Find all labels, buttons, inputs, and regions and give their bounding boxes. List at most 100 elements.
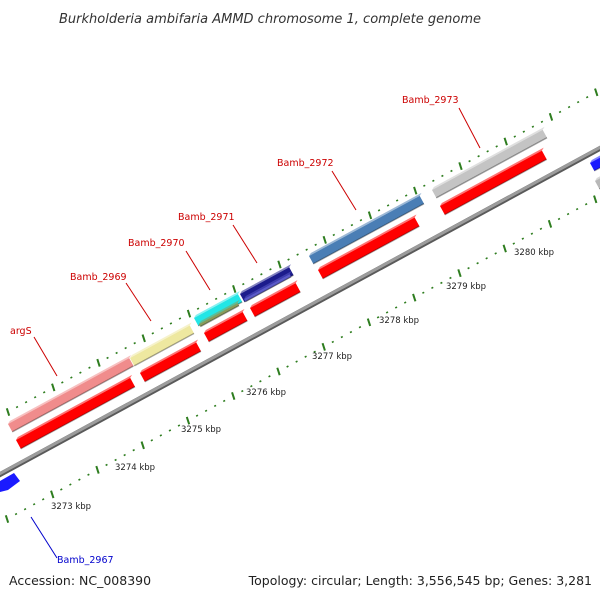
tick-mark (547, 219, 553, 228)
tick-mark (269, 268, 272, 271)
bar-top (440, 147, 544, 206)
bar-face (309, 195, 425, 264)
tick-mark (178, 317, 182, 320)
tick-mark (477, 155, 480, 158)
tick-mark (540, 120, 544, 123)
tick-mark (557, 217, 561, 221)
tick-mark (305, 248, 308, 251)
bar-top (309, 192, 422, 256)
tick-mark (95, 465, 100, 474)
tick-mark (41, 498, 45, 501)
gene-label-bamb-2972[interactable]: Bamb_2972 (277, 158, 334, 169)
gene-label-bamb-2969[interactable]: Bamb_2969 (70, 272, 127, 283)
scale-label: 3279 kbp (446, 282, 486, 292)
tick-mark (132, 448, 135, 452)
leader-line (33, 336, 58, 377)
tick-mark (168, 429, 172, 432)
bar-face (194, 294, 243, 326)
tick-mark (313, 350, 316, 353)
tick-mark (78, 478, 81, 481)
tick-mark (432, 179, 435, 183)
gene-track (8, 126, 600, 433)
tick-mark (96, 358, 101, 367)
tick-mark (377, 209, 381, 212)
gene-label-bamb-2967[interactable]: Bamb_2967 (57, 555, 114, 566)
tick-mark (468, 159, 471, 163)
gene-labels: argS Bamb_2969 Bamb_2970 Bamb_2971 Bamb_… (10, 95, 481, 566)
tick-mark (486, 150, 489, 153)
tick-mark (575, 207, 579, 211)
tick-mark (159, 434, 163, 437)
tick-mark (50, 490, 55, 499)
tick-mark (314, 243, 317, 246)
tick-mark (576, 100, 580, 104)
bar-top (240, 264, 292, 294)
tick-mark (69, 483, 72, 486)
gene-label-bamb-2973[interactable]: Bamb_2973 (402, 95, 459, 106)
tick-mark (276, 367, 281, 376)
tick-mark (422, 291, 425, 294)
tick-mark (413, 186, 418, 195)
bar-top (194, 291, 240, 318)
scale-label: 3280 kbp (514, 248, 554, 258)
tick-mark (385, 311, 389, 314)
topology-label: Topology: circular; Length: 3,556,545 bp… (248, 573, 592, 588)
bar-top (8, 355, 132, 424)
tick-mark (51, 383, 56, 392)
tick-mark (259, 380, 262, 383)
bar-face (440, 150, 547, 215)
tick-mark (332, 233, 336, 237)
bar-top (16, 374, 133, 440)
tick-mark (494, 252, 497, 255)
bar-face (595, 178, 600, 189)
tick-mark (502, 244, 507, 253)
tick-mark (476, 262, 479, 265)
bar-top (432, 126, 545, 190)
leader-line (458, 107, 481, 149)
cds-bar (204, 308, 248, 343)
bar-top (204, 308, 245, 333)
bar-edge (133, 332, 195, 367)
genome-backbone (0, 145, 600, 478)
gene-bar-args (8, 355, 134, 433)
tick-mark (495, 145, 498, 148)
scale-label: 3274 kbp (115, 463, 155, 473)
cds-bar (250, 280, 301, 318)
gene-label-bamb-2970[interactable]: Bamb_2970 (128, 238, 185, 249)
tick-mark (232, 285, 237, 294)
tick-mark (539, 227, 543, 230)
lower-tick-track (4, 195, 598, 524)
tick-mark (223, 292, 227, 296)
tick-mark (70, 376, 73, 379)
gene-label-args[interactable]: argS (10, 326, 32, 337)
tick-mark (24, 400, 28, 404)
bar-edge (435, 137, 548, 199)
gene-bar-bamb-2972 (309, 192, 425, 265)
tick-mark (160, 327, 164, 330)
bar-top (140, 339, 199, 373)
tick-mark (205, 302, 209, 305)
gene-bar-strip (244, 271, 292, 303)
tick-mark (114, 458, 117, 462)
tick-mark (531, 125, 535, 128)
map-title: Burkholderia ambifaria AMMD chromosome 1… (59, 12, 481, 27)
bar-edge (20, 386, 136, 450)
tick-mark (186, 309, 192, 318)
bar-face (16, 377, 135, 449)
tick-mark (105, 463, 108, 467)
tick-mark (450, 169, 453, 173)
bar-face (199, 302, 240, 327)
bar-top (590, 155, 600, 163)
bar-top (244, 271, 292, 299)
tick-mark (177, 424, 181, 427)
tick-mark (106, 356, 109, 360)
tick-mark (522, 130, 526, 133)
gene-bar-partial (595, 176, 600, 190)
tick-mark (349, 330, 353, 334)
scale-label: 3277 kbp (312, 352, 352, 362)
tick-mark (367, 211, 373, 220)
tick-mark (359, 218, 363, 222)
upper-tick-track (5, 88, 599, 417)
gene-label-bamb-2971[interactable]: Bamb_2971 (178, 212, 235, 223)
